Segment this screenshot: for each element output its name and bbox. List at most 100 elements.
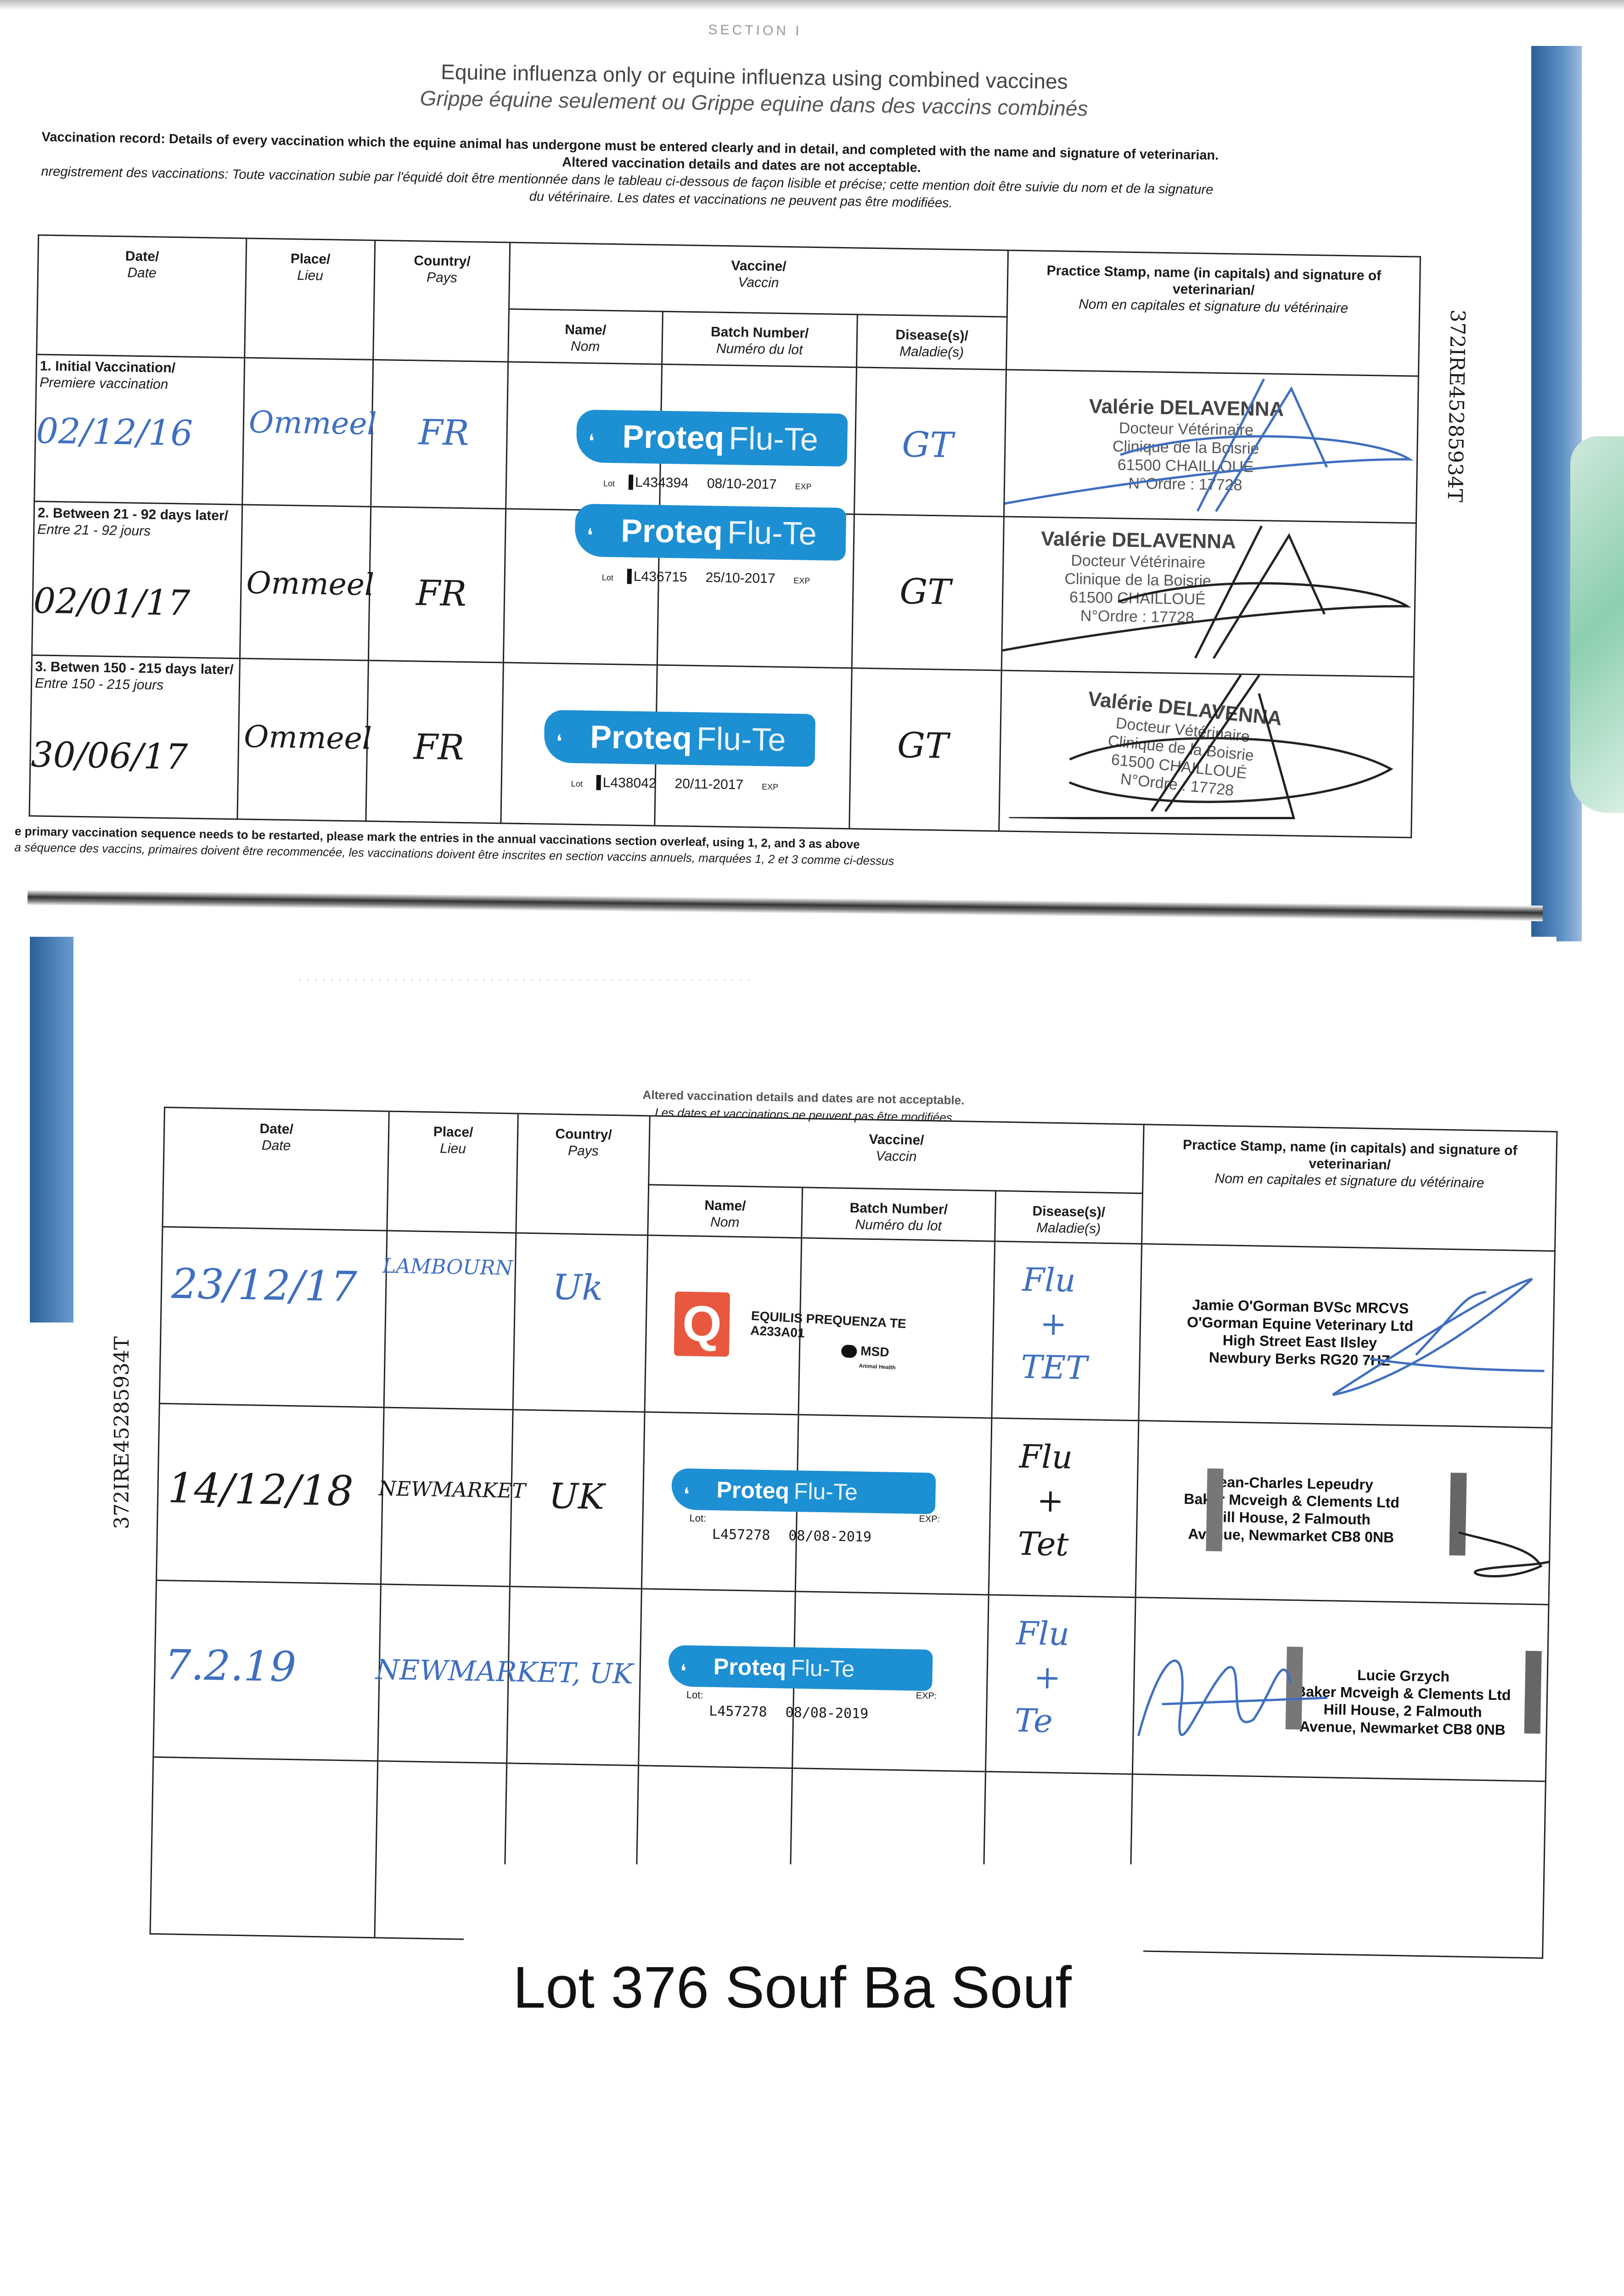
disease-value: Tet xyxy=(1017,1525,1069,1564)
col-header-stamp: Practice Stamp, name (in capitals) and s… xyxy=(1006,250,1421,377)
horse-id-vertical-bottom: 372IRE45285934T xyxy=(110,1336,134,1529)
stamp-line: Clinique de la Boisrie xyxy=(1064,570,1212,590)
vaccine-name-cell: ❛ Proteq Flu-Te Lot L434394 08/10-2017 EXP xyxy=(506,361,848,512)
col-header-date: Date/Date xyxy=(36,235,247,358)
booster-vaccination-table: Date/Date Place/Lieu Country/Pays Vaccin… xyxy=(150,1107,1558,1959)
vaccine-name-cell: ❛ Proteq Flu-Te Lot L438042 20/11-2017 EXP xyxy=(500,662,816,826)
col-header-stamp: Practice Stamp, name (in capitals) and s… xyxy=(1141,1124,1557,1251)
col-header-place: Place/Lieu xyxy=(387,1111,518,1233)
col-header-name: Name/Nom xyxy=(508,309,663,365)
background-green-patch xyxy=(1570,436,1624,813)
drop-icon: ❛ xyxy=(556,732,562,752)
lot-label: Lot: xyxy=(686,1689,703,1701)
disease-cell: Flu + Te xyxy=(985,1595,1136,1774)
lot-label: Lot: xyxy=(689,1512,707,1524)
stamp-bar xyxy=(1206,1468,1224,1552)
batch-number: L457278 xyxy=(708,1703,767,1721)
empty-cell xyxy=(1129,1774,1546,1958)
batch-cell xyxy=(792,1591,989,1772)
stamp-line: 61500 CHAILLOUÉ xyxy=(1117,456,1254,476)
batch-number: L457278 xyxy=(712,1526,770,1544)
batch-cell xyxy=(657,511,854,668)
col-header-date: Date/Date xyxy=(162,1107,389,1231)
disease-cell: GT xyxy=(854,367,1006,517)
place-cell: NEWMARKET xyxy=(378,1407,526,1587)
stamp-line: Newbury Berks RG20 7HZ xyxy=(1208,1349,1390,1369)
stamp-bar xyxy=(1524,1650,1542,1734)
col-header-country: Country/Pays xyxy=(373,240,510,362)
disease-value: Flu xyxy=(1016,1614,1070,1653)
passport-cover-edge-left xyxy=(30,937,73,1322)
place-cell: NEWMARKET, UK xyxy=(375,1584,633,1763)
place-value: Ommeel xyxy=(246,565,375,602)
vet-stamp-cell: Valérie DELAVENNA Docteur Vétérinaire Clin… xyxy=(1004,370,1419,523)
vet-stamp-cell: Valérie DELAVENNA Docteur Vétérinaire Clin… xyxy=(1001,516,1416,677)
country-cell: FR xyxy=(368,506,506,663)
disease-value: GT xyxy=(899,570,951,613)
lot-label-paper xyxy=(464,1864,1143,2131)
place-cell: Ommeel xyxy=(237,658,372,822)
primary-vaccination-page: SECTION I Equine influenza only or equin… xyxy=(0,11,1511,962)
col-header-vaccine: Vaccine/Vaccin xyxy=(509,242,1008,317)
row-label-fr: Premiere vaccination xyxy=(39,375,169,392)
primary-vaccination-table: Date/Date Place/Lieu Country/Pays Vaccin… xyxy=(28,234,1421,838)
col-header-vaccine: Vaccine/Vaccin xyxy=(648,1115,1144,1193)
table-row: 2. Between 21 - 92 days later/Entre 21 -… xyxy=(32,501,1416,677)
equilis-q-logo: Q xyxy=(674,1291,731,1357)
place-cell: Ommeel xyxy=(242,357,377,507)
country-cell: FR xyxy=(371,360,508,509)
col-header-disease: Disease(s)/Maladie(s) xyxy=(995,1191,1143,1244)
disease-value: GT xyxy=(901,423,954,466)
lot-label: Lot xyxy=(603,478,615,489)
country-cell: Uk xyxy=(513,1232,648,1412)
lot-label: Lot xyxy=(601,573,613,583)
country-cell: FR xyxy=(365,660,504,823)
disease-cell: GT xyxy=(849,668,1002,831)
table-row: 23/12/17 LAMBOURN Uk Q EQUILIS PREQUENZA TE A… xyxy=(159,1227,1555,1428)
empty-cell xyxy=(150,1757,378,1938)
row-label: 1. Initial Vaccination/Premiere vaccinat… xyxy=(37,355,244,394)
place-value: Ommeel xyxy=(248,404,377,442)
date-cell: 1. Initial Vaccination/Premiere vaccinat… xyxy=(34,354,245,505)
table-row: 3. Betwen 150 - 215 days later/Entre 150… xyxy=(29,655,1414,838)
place-cell: Ommeel xyxy=(240,504,375,661)
col-header-batch: Batch Number/Numéro du lot xyxy=(801,1187,996,1242)
vet-stamp-cell: Lucie Grzych Baker Mcveigh & Clements Ltd… xyxy=(1132,1597,1549,1782)
batch-cell xyxy=(654,665,852,829)
country-value: Uk xyxy=(552,1266,604,1308)
stamp-line: N°Ordre : 17728 xyxy=(1128,474,1242,494)
section-heading-fragment: SECTION I xyxy=(708,22,802,39)
faint-show-through-text: · · · · · · · · · · · · · · · · · · · · … xyxy=(298,974,751,985)
batch-cell xyxy=(798,1238,995,1418)
stamp-line: 61500 CHAILLOUÉ xyxy=(1069,588,1206,608)
date-cell: 2. Between 21 - 92 days later/Entre 21 -… xyxy=(32,501,242,658)
vaccine-brand: Proteq xyxy=(713,1654,787,1681)
table-row: 7.2.19 NEWMARKET, UK ❛ Proteq Flu-Te Lot: L457… xyxy=(153,1580,1549,1782)
disease-cell: Flu + TET xyxy=(991,1241,1142,1421)
place-value: LAMBOURN xyxy=(382,1254,513,1280)
batch-cell xyxy=(659,364,857,514)
date-value: 02/12/16 xyxy=(35,410,193,454)
disease-cell: Flu + Tet xyxy=(989,1418,1139,1598)
row-label: 3. Betwen 150 - 215 days later/Entre 150… xyxy=(32,656,239,695)
scan-top-edge xyxy=(0,0,1624,10)
stamp-bar xyxy=(1449,1473,1467,1556)
country-cell: UK xyxy=(510,1409,645,1589)
vet-stamp: Valérie DELAVENNA Docteur Vétérinaire Clin… xyxy=(1088,394,1284,495)
date-value: 7.2.19 xyxy=(164,1641,297,1692)
row-label: 2. Between 21 - 92 days later/Entre 21 -… xyxy=(34,502,242,541)
disease-value: + xyxy=(1036,1481,1064,1520)
date-cell: 7.2.19 xyxy=(153,1580,381,1761)
stamp-line: Avenue, Newmarket CB8 0NB xyxy=(1299,1718,1506,1739)
lot-title: Lot 376 Souf Ba Souf xyxy=(513,1955,1072,2020)
vet-stamp: Jamie O'Gorman BVSc MRCVS O'Gorman Equine… xyxy=(1186,1296,1414,1370)
stamp-line: Docteur Vétérinaire xyxy=(1118,419,1254,439)
drop-icon: ❛ xyxy=(680,1661,686,1682)
table-row: 14/12/18 NEWMARKET UK ❛ Proteq Flu-Te Lot: L457… xyxy=(156,1403,1552,1605)
table-row: 1. Initial Vaccination/Premiere vaccinat… xyxy=(34,354,1419,523)
place-value: NEWMARKET xyxy=(378,1477,526,1503)
lot-label: Lot xyxy=(571,779,583,789)
stamp-line: N°Ordre : 17728 xyxy=(1080,607,1195,627)
row-label-fr: Entre 150 - 215 jours xyxy=(34,675,164,693)
country-value: FR xyxy=(416,572,467,614)
